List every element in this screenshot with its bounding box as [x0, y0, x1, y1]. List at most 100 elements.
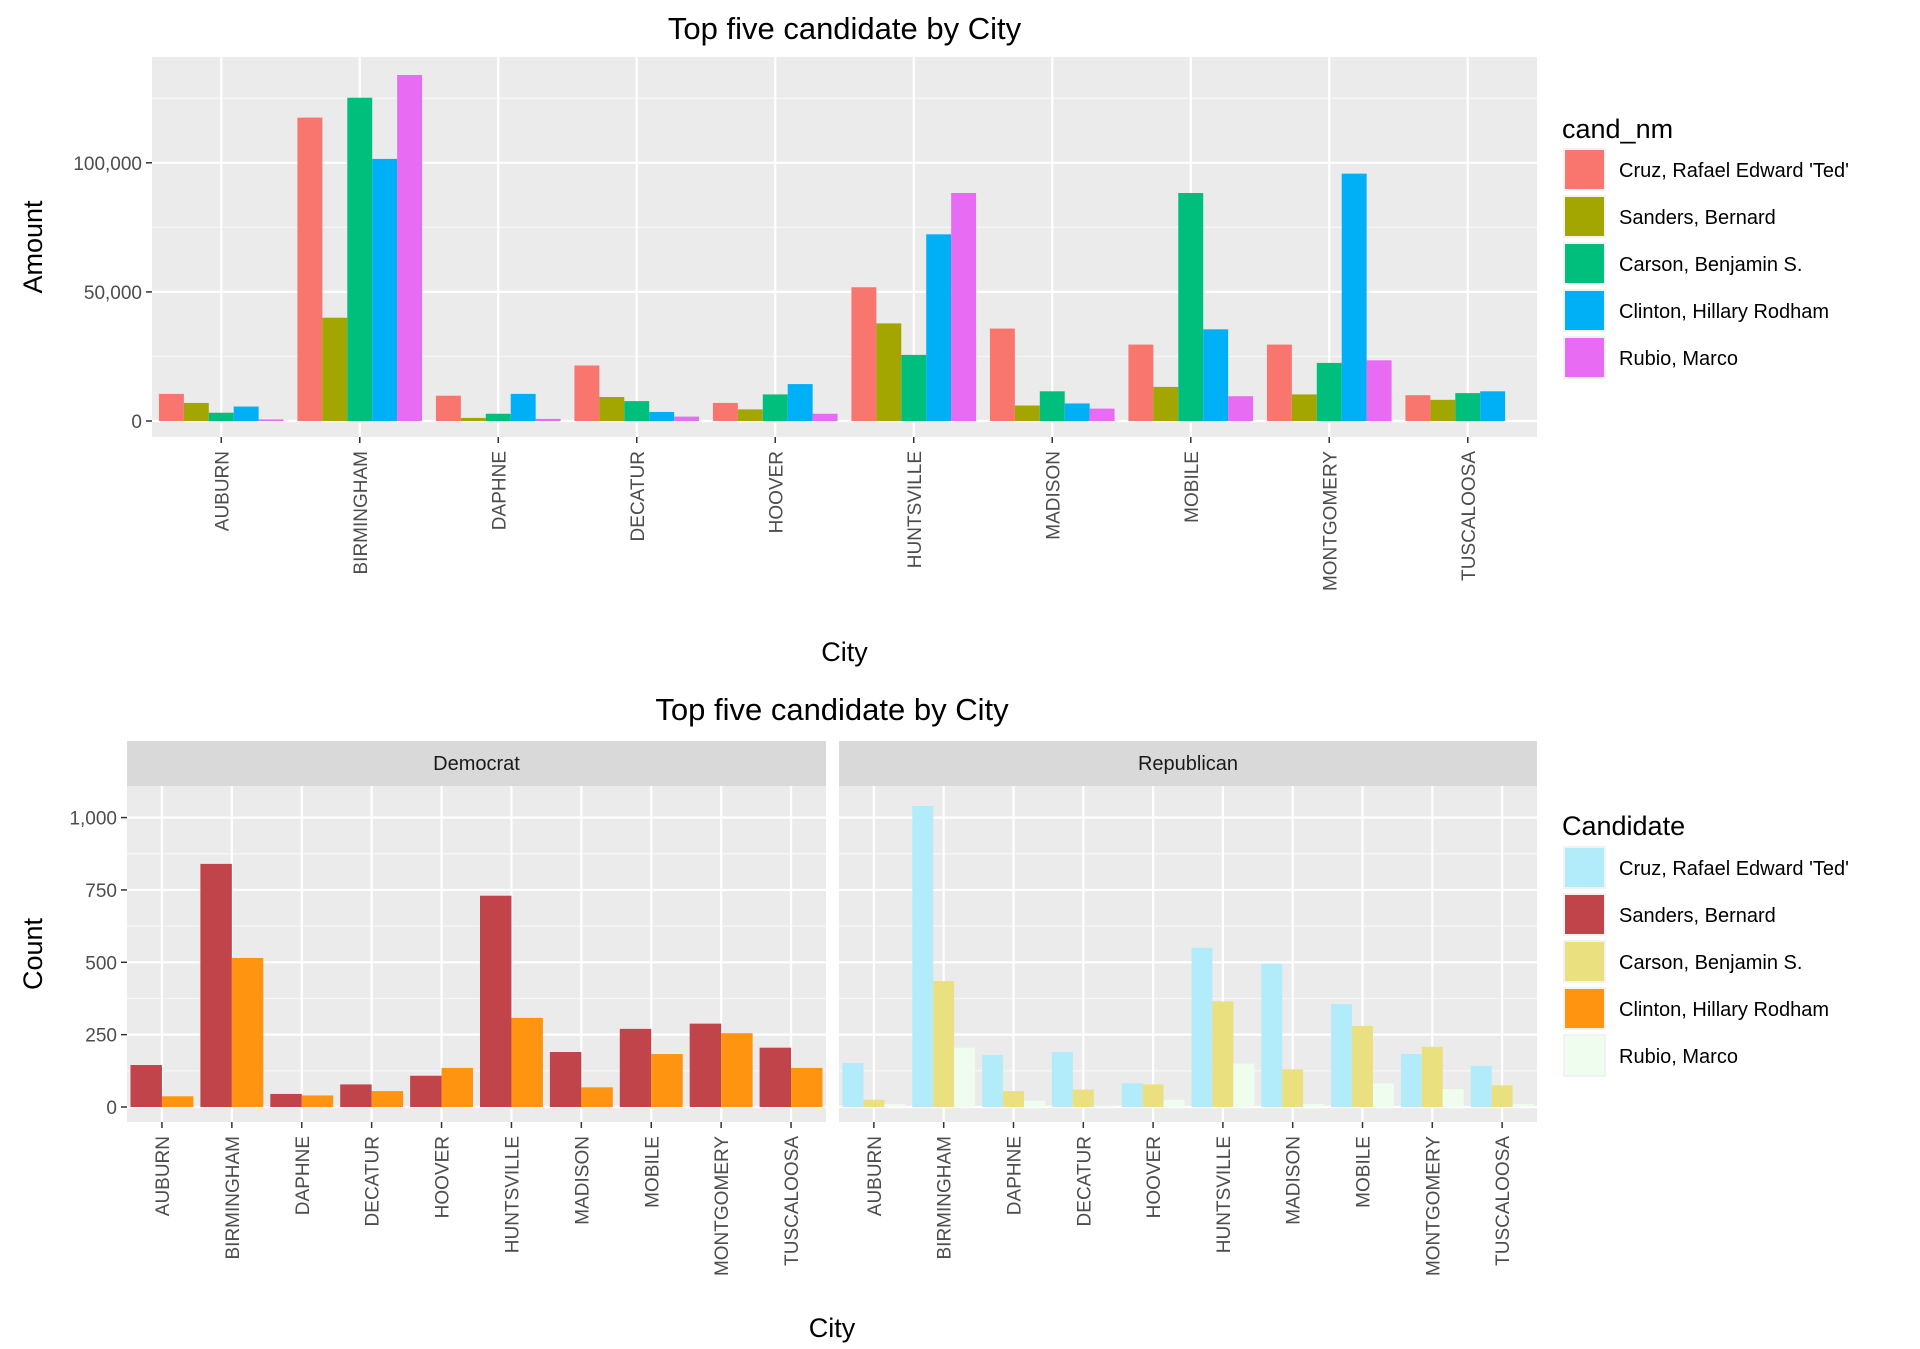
chart2-bar	[1400, 1054, 1422, 1107]
chart2-xtick-label: DAPHNE	[293, 1136, 314, 1215]
chart2-xtick-label: MOBILE	[642, 1136, 663, 1208]
chart1-bar	[347, 97, 373, 422]
chart1-bar	[1291, 394, 1317, 421]
chart2-bar	[1491, 1085, 1513, 1107]
chart2-ytick-label: 1,000	[69, 809, 117, 830]
chart1-bar	[1228, 396, 1254, 421]
chart2-strip	[839, 741, 1537, 786]
chart2-ytick-label: 250	[85, 1026, 117, 1047]
chart2-xtick-label: AUBURN	[865, 1136, 886, 1216]
chart1-bar	[1366, 360, 1392, 421]
chart1-bar	[951, 193, 977, 421]
chart1-legend-swatch	[1565, 244, 1604, 283]
chart2-title: Top five candidate by City	[655, 692, 1009, 727]
chart2-bar	[1372, 1083, 1394, 1107]
chart1-bar	[1455, 393, 1481, 421]
chart1-xtick-label: BIRMINGHAM	[351, 451, 372, 575]
chart2-bar	[1470, 1065, 1492, 1107]
chart2-bar	[1072, 1089, 1094, 1107]
chart1-bar	[624, 401, 650, 421]
chart1-bar	[762, 394, 788, 421]
chart1-legend-swatch	[1565, 197, 1604, 236]
chart2-ytick-label: 500	[85, 953, 117, 974]
chart1-xtick-label: DECATUR	[628, 451, 649, 541]
chart2-bar	[270, 1093, 302, 1107]
chart2-bar	[1233, 1063, 1255, 1107]
chart2-bar	[982, 1054, 1004, 1107]
chart2-bar	[1003, 1091, 1024, 1107]
chart2-xlabel: City	[809, 1313, 856, 1343]
chart2-xtick-label: HUNTSVILLE	[1214, 1136, 1235, 1253]
chart2-legend-label: Carson, Benjamin S.	[1619, 952, 1802, 974]
chart2-xtick-label: BIRMINGHAM	[223, 1136, 244, 1260]
chart2-xtick-label: MADISON	[572, 1136, 593, 1225]
chart2-bar	[1331, 1004, 1353, 1107]
chart1-bar	[812, 413, 838, 421]
chart1-title: Top five candidate by City	[668, 11, 1022, 46]
chart1-bar	[535, 418, 561, 421]
chart2-bar	[1282, 1069, 1304, 1107]
chart2-bar	[301, 1095, 334, 1107]
chart1-bar	[712, 402, 738, 421]
chart2-legend-swatch	[1565, 1036, 1604, 1075]
chart2-xtick-label: MONTGOMERY	[1423, 1136, 1444, 1276]
chart2-xtick-label: DECATUR	[1074, 1136, 1095, 1226]
chart2-bar	[231, 957, 264, 1107]
chart1-bar	[1064, 403, 1090, 421]
chart1-bar	[1128, 344, 1154, 421]
chart2-xtick-label: MADISON	[1284, 1136, 1305, 1225]
chart1-xtick-label: MONTGOMERY	[1320, 451, 1341, 591]
chart2-xtick-label: DAPHNE	[1005, 1136, 1026, 1215]
chart2-bar	[511, 1017, 543, 1107]
chart2-bar	[549, 1052, 582, 1107]
chart1-bar	[1316, 362, 1342, 421]
chart2-bar	[161, 1096, 194, 1107]
chart2-legend-label: Clinton, Hillary Rodham	[1619, 999, 1829, 1021]
chart1-bar	[1405, 395, 1431, 421]
chart2-bar	[933, 981, 955, 1107]
chart2-legend-swatch	[1565, 989, 1604, 1028]
chart2-xtick-label: HOOVER	[433, 1136, 454, 1218]
chart1-xlabel: City	[821, 637, 868, 667]
chart1-ytick-label: 50,000	[84, 283, 142, 304]
chart2-bar	[1023, 1100, 1045, 1107]
chart2-bar	[1512, 1104, 1534, 1107]
chart1-bar	[158, 393, 184, 421]
chart1-bar	[989, 328, 1015, 421]
chart1-bar	[1203, 329, 1229, 421]
chart2-bar	[130, 1065, 162, 1107]
chart2-ytick-label: 0	[106, 1098, 117, 1119]
chart2-panel-republican: Republican AUBURN BIRMINGHAM DAPHNE DECATUR H…	[839, 741, 1537, 1276]
chart2-bar	[791, 1067, 823, 1107]
chart2-bar	[651, 1054, 683, 1107]
chart1-bar	[1341, 173, 1367, 421]
chart1-bar	[737, 409, 763, 421]
chart2-xtick-label: HUNTSVILLE	[502, 1136, 523, 1253]
chart1-bar	[1014, 405, 1040, 421]
chart1-panel: 0 50,000 100,000 AUBURN BIRMINGHAM DAPHNE DECA…	[18, 11, 1537, 667]
chart1-legend-swatch	[1565, 150, 1604, 189]
chart2-bar	[1421, 1046, 1443, 1107]
chart1-legend: cand_nm Cruz, Rafael Edward 'Ted' Sanders,…	[1562, 114, 1849, 379]
chart1-bar	[599, 396, 625, 421]
chart2-panel-democrat: Democrat 0 250 500 750 1,000 AUBURN BIRMINGHAM D…	[69, 741, 826, 1276]
chart1-ytick-label: 0	[131, 412, 142, 433]
chart1-bar	[1178, 193, 1204, 421]
chart1-bar	[574, 365, 600, 421]
chart2-bar	[884, 1104, 906, 1107]
chart2-xtick-label: AUBURN	[153, 1136, 174, 1216]
chart2-ylabel: Count	[18, 917, 48, 990]
chart1-bar	[926, 234, 952, 421]
chart2-xtick-label: HOOVER	[1144, 1136, 1165, 1218]
chart2-xtick-label: BIRMINGHAM	[935, 1136, 956, 1260]
chart2-bar	[842, 1063, 864, 1107]
chart2-bar	[1352, 1025, 1373, 1107]
chart2-legend: Candidate Cruz, Rafael Edward 'Ted' Sander…	[1562, 811, 1849, 1077]
chart2-bar	[581, 1087, 613, 1107]
chart2-bar	[1163, 1099, 1185, 1107]
chart2-legend-swatch	[1565, 942, 1604, 981]
chart1-bar	[297, 117, 323, 421]
chart1-legend-title: cand_nm	[1562, 114, 1673, 144]
chart2-bar	[954, 1047, 976, 1107]
